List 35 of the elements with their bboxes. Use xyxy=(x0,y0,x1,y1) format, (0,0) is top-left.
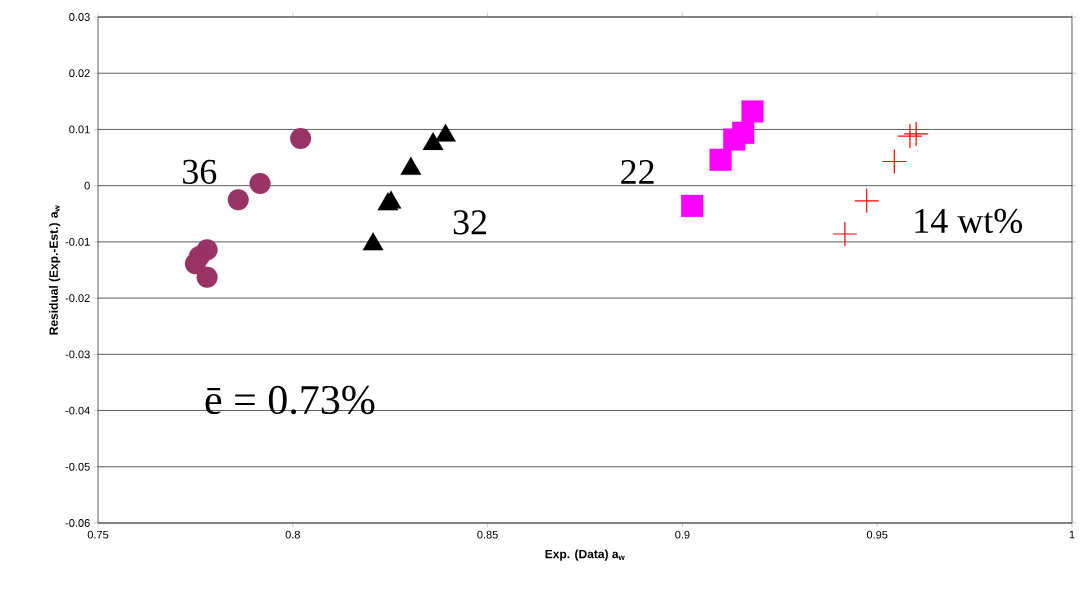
annotation: 32 xyxy=(453,210,487,235)
y-axis-title: Residual (Exp.-Est.) a$_{w}$ xyxy=(49,205,61,335)
annotation: 36 xyxy=(183,159,217,184)
point xyxy=(741,100,764,123)
point xyxy=(227,189,249,211)
point xyxy=(897,124,922,149)
y-tick-label: 0.03 xyxy=(69,13,90,21)
point xyxy=(904,121,929,146)
x-axis-title: Exp. (Data) a$_{w}$ xyxy=(545,549,625,561)
x-tick-label: 0.85 xyxy=(477,530,498,539)
point xyxy=(184,253,206,275)
annotation: 14 wt% xyxy=(915,208,1023,234)
y-tick-label: -0.05 xyxy=(65,462,90,471)
y-tick-label: 0.02 xyxy=(69,69,90,78)
y-tick-label: -0.01 xyxy=(65,238,90,246)
y-tick-label: 0.01 xyxy=(69,125,90,134)
point xyxy=(681,194,704,217)
point xyxy=(290,127,312,149)
x-tick-label: 0.9 xyxy=(675,530,690,539)
x-tick-label: 0.8 xyxy=(285,530,300,539)
point xyxy=(732,121,755,144)
y-tick-label: -0.04 xyxy=(65,406,90,415)
point xyxy=(709,148,732,171)
y-tick-label: 0 xyxy=(84,181,90,190)
point xyxy=(249,172,271,194)
annotation: ē = 0.73% xyxy=(205,385,375,415)
x-tick-label: 0.95 xyxy=(866,530,888,539)
y-tick-label: -0.02 xyxy=(65,294,90,302)
y-tick-label: -0.03 xyxy=(65,350,90,359)
y-tick-label: -0.06 xyxy=(65,519,90,527)
x-tick-label: 0.75 xyxy=(87,530,109,539)
x-tick-label: 1 xyxy=(1069,530,1075,539)
point xyxy=(196,266,218,288)
annotation: 22 xyxy=(621,159,654,184)
point xyxy=(832,222,857,247)
